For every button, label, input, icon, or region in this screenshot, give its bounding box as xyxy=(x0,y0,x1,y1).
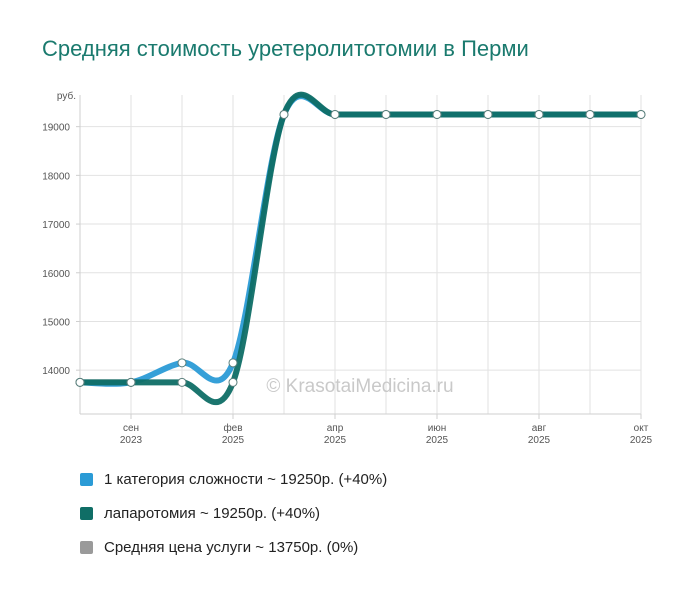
data-point xyxy=(177,358,187,368)
legend-swatch-average xyxy=(80,540,93,554)
y-tick-label: 17000 xyxy=(42,220,70,231)
price-chart: 140001500016000170001800019000руб.сен202… xyxy=(42,90,653,446)
y-tick-label: 16000 xyxy=(42,269,70,280)
y-tick-label: 14000 xyxy=(42,366,70,377)
x-tick-year: 2023 xyxy=(120,435,143,446)
y-tick-label: 19000 xyxy=(42,123,70,134)
legend-item-category1[interactable]: 1 категория сложности ~ 19250р. (+40%) xyxy=(80,462,387,496)
y-tick-label: 18000 xyxy=(42,171,70,182)
y-axis-unit-label: руб. xyxy=(57,90,76,102)
legend-label-laparotomy: лапаротомия ~ 19250р. (+40%) xyxy=(104,504,321,522)
watermark: © KrasotaiMedicina.ru xyxy=(266,376,453,397)
data-point xyxy=(381,109,391,119)
series-line-category1 xyxy=(77,93,644,387)
x-tick-year: 2025 xyxy=(324,435,347,446)
x-tick-month: сен xyxy=(123,423,139,434)
legend-swatch-category1 xyxy=(80,472,93,486)
data-point xyxy=(483,109,493,119)
legend-label-category1: 1 категория сложности ~ 19250р. (+40%) xyxy=(104,470,388,488)
legend-swatch-laparotomy xyxy=(80,506,93,520)
x-tick-year: 2025 xyxy=(528,435,551,446)
data-point xyxy=(75,377,85,387)
x-tick-year: 2025 xyxy=(222,435,245,446)
x-tick-month: фев xyxy=(223,422,242,434)
data-point xyxy=(432,109,442,119)
data-point xyxy=(330,109,340,119)
data-point xyxy=(177,377,187,387)
data-point xyxy=(534,109,544,119)
x-tick-year: 2025 xyxy=(426,435,449,446)
x-tick-month: апр xyxy=(327,423,344,434)
x-tick-month: июн xyxy=(428,423,447,434)
data-point xyxy=(228,358,238,368)
legend-label-average: Средняя цена услуги ~ 13750р. (0%) xyxy=(104,538,359,556)
data-point xyxy=(126,377,136,387)
series-line-laparotomy xyxy=(77,91,644,406)
data-point xyxy=(228,377,238,387)
legend-item-laparotomy[interactable]: лапаротомия ~ 19250р. (+40%) xyxy=(80,496,387,530)
chart-title: Средняя стоимость уретеролитотомии в Пер… xyxy=(42,36,529,61)
data-point xyxy=(279,109,289,119)
x-tick-year: 2025 xyxy=(630,435,653,446)
legend-item-average[interactable]: Средняя цена услуги ~ 13750р. (0%) xyxy=(80,530,387,564)
y-tick-label: 15000 xyxy=(42,317,70,328)
data-point xyxy=(636,109,646,119)
x-tick-month: окт xyxy=(634,423,649,434)
x-tick-month: авг xyxy=(532,423,547,434)
data-point xyxy=(585,109,595,119)
legend: 1 категория сложности ~ 19250р. (+40%) л… xyxy=(80,462,387,564)
